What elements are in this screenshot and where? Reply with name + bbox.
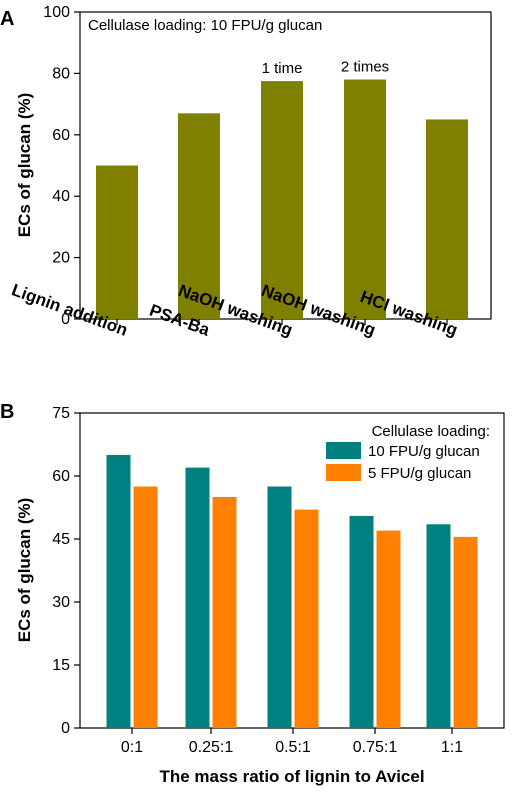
panel-b-x-tick-label: 1:1 <box>441 739 463 756</box>
panel-b-letter: B <box>0 401 14 423</box>
panel-b-bar-10-fpu <box>426 524 451 728</box>
panel-a-bar <box>426 119 468 319</box>
panel-a-bars <box>96 79 468 319</box>
panel-a-bar <box>96 165 138 319</box>
panel-a-letter: A <box>0 8 14 30</box>
panel-b-y-tick-label: 30 <box>52 594 70 611</box>
panel-a-bar <box>344 79 386 319</box>
panel-a-annotation: Cellulase loading: 10 FPU/g glucan <box>88 17 322 34</box>
legend-label-10-fpu: 10 FPU/g glucan <box>368 443 480 460</box>
legend-swatch-10-fpu <box>326 442 361 459</box>
panel-b-bars <box>106 455 478 728</box>
panel-a-y-tick-label: 20 <box>52 250 70 267</box>
panel-b-y-ticks: 0 15 30 45 60 75 <box>52 405 80 737</box>
panel-a-y-tick-label: 80 <box>52 65 70 82</box>
panel-a-y-tick-label: 60 <box>52 127 70 144</box>
panel-b-bar-5-fpu <box>453 536 478 728</box>
panel-a-bar-labels: 1 time 2 times <box>262 59 390 78</box>
panel-b-x-tick-label: 0.25:1 <box>189 739 234 756</box>
panel-a-y-tick-label: 0 <box>61 311 70 328</box>
panel-b-bar-10-fpu <box>185 467 210 728</box>
panel-a: A Cellulase loading: 10 FPU/g glucan ECs… <box>0 4 492 340</box>
panel-b-x-tick-label: 0.5:1 <box>275 739 311 756</box>
panel-b-y-tick-label: 15 <box>52 657 70 674</box>
panel-b-y-tick-label: 75 <box>52 405 70 422</box>
legend-label-5-fpu: 5 FPU/g glucan <box>368 465 471 482</box>
panel-b-bar-10-fpu <box>267 486 292 728</box>
panel-b-y-tick-label: 60 <box>52 468 70 485</box>
panel-a-y-tick-label: 40 <box>52 188 70 205</box>
panel-b-y-tick-label: 45 <box>52 531 70 548</box>
panel-b-y-axis-label: ECs of glucan (%) <box>15 498 34 643</box>
panel-b-bar-5-fpu <box>376 530 401 728</box>
legend-swatch-5-fpu <box>326 464 361 481</box>
panel-b: B ECs of glucan (%) The mass ratio of li… <box>0 401 505 786</box>
panel-b-x-ticks: 0:1 0.25:1 0.5:1 0.75:1 1:1 <box>121 728 463 756</box>
panel-a-bar <box>261 81 303 319</box>
panel-b-x-tick-label: 0:1 <box>121 739 143 756</box>
panel-b-bar-10-fpu <box>349 515 374 728</box>
panel-a-y-axis-label: ECs of glucan (%) <box>15 93 34 238</box>
panel-a-y-tick-label: 100 <box>43 4 70 21</box>
legend-title: Cellulase loading: <box>372 423 490 440</box>
panel-b-bar-5-fpu <box>212 497 237 728</box>
panel-a-bar <box>178 113 220 319</box>
panel-b-legend: Cellulase loading: 10 FPU/g glucan 5 FPU… <box>326 423 490 482</box>
panel-b-y-tick-label: 0 <box>61 720 70 737</box>
panel-b-x-axis-label: The mass ratio of lignin to Avicel <box>159 767 424 786</box>
panel-a-bar-label: 1 time <box>262 60 303 77</box>
panel-a-bar-label: 2 times <box>341 59 389 76</box>
panel-b-bar-10-fpu <box>106 455 131 728</box>
panel-b-bar-5-fpu <box>133 486 158 728</box>
panel-a-y-ticks: 0 20 40 60 80 100 <box>43 4 80 328</box>
panel-b-frame <box>79 412 505 729</box>
panel-b-x-tick-label: 0.75:1 <box>353 739 398 756</box>
panel-b-bar-5-fpu <box>294 509 319 728</box>
